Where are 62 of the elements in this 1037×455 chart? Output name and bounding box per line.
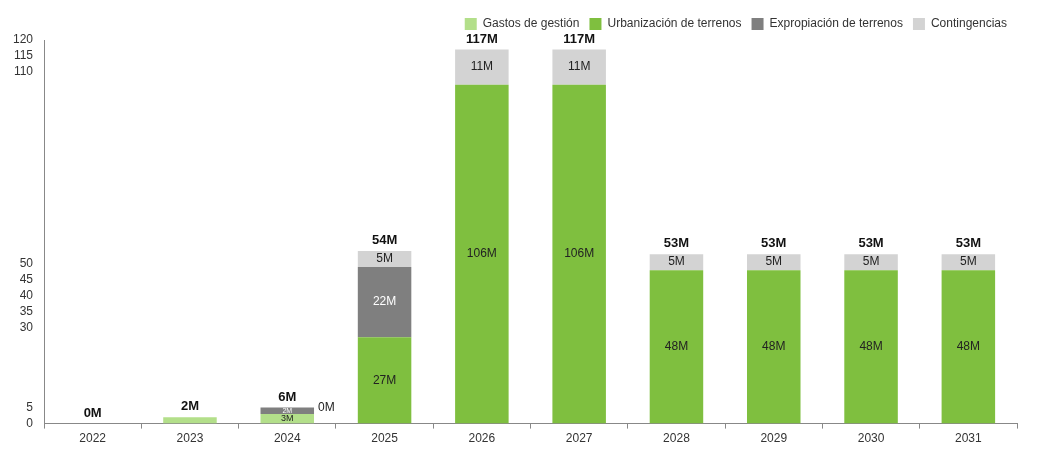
data-label: 48M [859, 339, 883, 354]
y-tick-label: 115 [13, 48, 34, 63]
data-label: 5M [765, 254, 783, 269]
y-tick-label: 0 [26, 415, 34, 430]
bar [163, 417, 217, 424]
x-tick-label: 2026 [468, 431, 496, 446]
bar [552, 84, 606, 424]
data-label: 5M [376, 251, 393, 266]
bar [649, 270, 704, 424]
x-tick-label: 2023 [176, 431, 204, 446]
data-label: 11M [567, 59, 591, 74]
total-label: 53M [858, 235, 884, 251]
bar [747, 270, 801, 424]
legend-label: Urbanización de terrenos [607, 16, 742, 31]
annotation: 0M [318, 399, 335, 414]
x-tick-label: 2022 [79, 431, 107, 446]
total-label: 53M [955, 235, 981, 251]
y-tick-label: 35 [19, 304, 34, 319]
data-label: 11M [470, 59, 494, 74]
legend-label: Contingencias [930, 16, 1008, 31]
y-tick-label: 5 [26, 399, 34, 414]
bar [941, 270, 996, 424]
x-tick-label: 2030 [857, 431, 885, 446]
total-label: 0M [83, 404, 102, 420]
data-label: 5M [862, 254, 880, 269]
bar [552, 49, 606, 85]
data-label: 106M [564, 246, 595, 261]
data-label: 22M [372, 294, 397, 309]
data-label: 5M [960, 254, 977, 269]
y-tick-label: 110 [13, 64, 34, 79]
x-tick-label: 2027 [565, 431, 593, 446]
data-label: 48M [762, 339, 786, 354]
data-label: 27M [372, 372, 397, 387]
total-label: 117M [465, 30, 498, 46]
data-label: 3M [281, 413, 294, 424]
x-tick-label: 2031 [955, 431, 983, 446]
bar [357, 266, 412, 338]
x-tick-label: 2025 [371, 431, 399, 446]
y-tick-label: 40 [19, 288, 34, 303]
bar [844, 270, 898, 424]
bar [455, 49, 509, 85]
total-label: 53M [761, 235, 787, 251]
total-label: 6M [278, 388, 297, 404]
total-label: 2M [180, 398, 199, 414]
bar [357, 337, 412, 424]
y-tick-label: 45 [19, 272, 34, 287]
total-label: 117M [563, 30, 596, 46]
y-tick-label: 30 [19, 320, 34, 335]
bar [455, 84, 509, 424]
x-tick-label: 2028 [663, 431, 691, 446]
data-label: 5M [668, 254, 685, 269]
y-tick-label: 50 [19, 256, 34, 271]
data-label: 106M [466, 246, 497, 261]
y-tick-label: 120 [12, 32, 34, 47]
data-label: 48M [956, 339, 981, 354]
legend-label: Gastos de gestión [482, 16, 580, 31]
x-tick-label: 2024 [273, 431, 301, 446]
data-label: 48M [664, 339, 689, 354]
total-label: 54M [371, 232, 398, 248]
total-label: 53M [663, 235, 690, 251]
x-tick-label: 2029 [760, 431, 788, 446]
legend-label: Expropiación de terrenos [769, 16, 903, 31]
